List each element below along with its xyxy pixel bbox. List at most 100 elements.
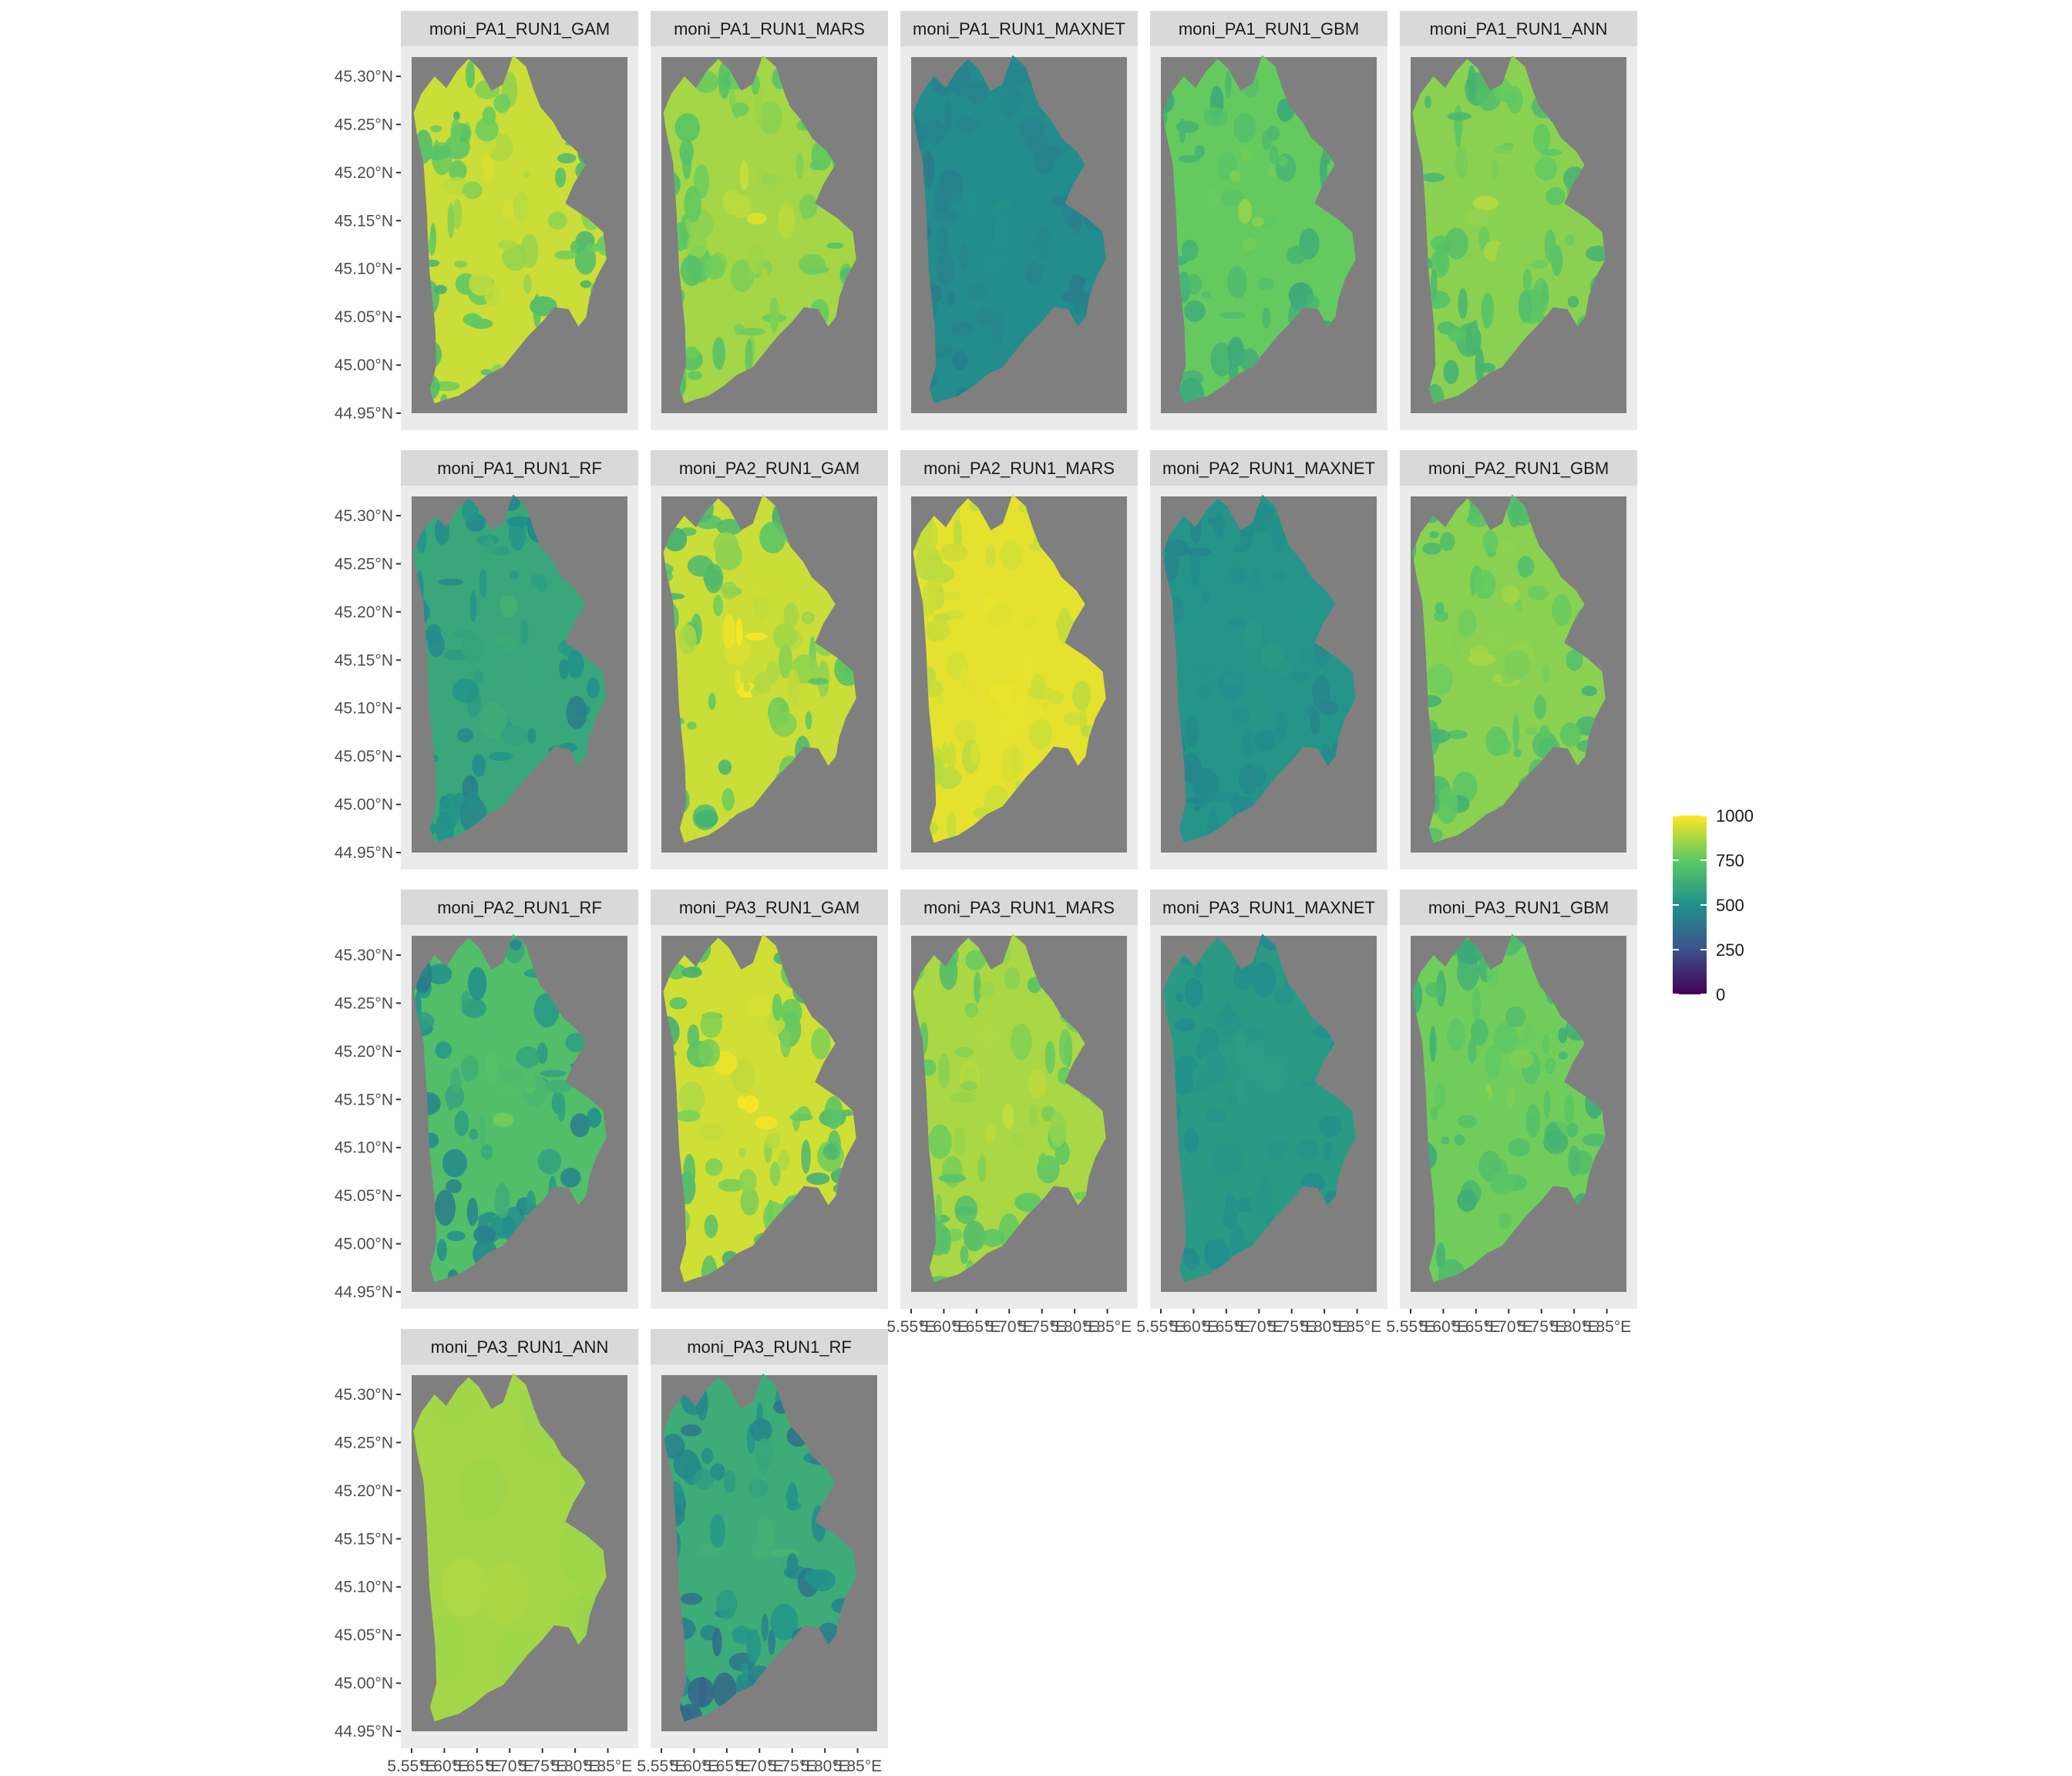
raster-cell: [1226, 1095, 1239, 1108]
raster-cell: [494, 1182, 510, 1219]
raster-cell: [1244, 620, 1263, 650]
raster-cell: [1324, 1142, 1333, 1161]
raster-cell: [1267, 126, 1280, 141]
raster-cell: [1186, 274, 1202, 295]
raster-cell: [960, 1245, 969, 1264]
raster-cell: [1527, 1115, 1537, 1130]
raster-cell: [1000, 540, 1023, 571]
y-tick-label: 45.05°N: [335, 748, 393, 765]
raster-cell: [933, 182, 952, 214]
raster-cell: [716, 519, 743, 536]
raster-cell: [461, 991, 471, 1009]
x-tick-label: 5.85°E: [1083, 1318, 1132, 1336]
x-tick-label: 5.75°E: [768, 1758, 816, 1775]
y-tick-label: 45.20°N: [335, 164, 393, 182]
facet-strip: [900, 11, 1138, 46]
raster-cell: [749, 163, 757, 183]
raster-cell: [947, 742, 957, 771]
raster-cell: [778, 1149, 790, 1171]
raster-cell: [1203, 107, 1229, 126]
raster-cell: [712, 337, 725, 371]
raster-cell: [687, 233, 708, 259]
study-area-fill: [413, 933, 607, 1283]
map-panel: moni_PA2_RUN1_RF 45.30°N 45.25°N 45.20°N 45.…: [335, 890, 638, 1309]
raster-cell: [459, 1458, 506, 1520]
raster-cell: [811, 1028, 831, 1060]
raster-cell: [587, 1108, 602, 1128]
raster-cell: [437, 1239, 447, 1262]
raster-cell: [710, 1463, 725, 1481]
raster-cell: [1273, 985, 1294, 1006]
y-tick-label: 45.15°N: [335, 651, 393, 669]
raster-cell: [801, 1139, 811, 1174]
raster-cell: [970, 742, 980, 765]
map-panel: moni_PA3_RUN1_MARS 5.55°E5.60°E5.65°E5.70…: [886, 890, 1138, 1336]
raster-cell: [1229, 170, 1241, 182]
raster-cell: [1558, 1028, 1568, 1044]
raster-cell: [1179, 154, 1200, 163]
raster-cell: [449, 160, 467, 182]
raster-cell: [468, 967, 487, 1001]
raster-cell: [1029, 1104, 1037, 1128]
raster-cell: [1206, 188, 1220, 210]
raster-cell: [940, 1226, 952, 1255]
raster-cell: [501, 725, 528, 746]
x-tick-label: 5.55°E: [1386, 1318, 1435, 1336]
facet-strip: [401, 1329, 638, 1364]
raster-cell: [701, 1255, 718, 1283]
facet-strip: [401, 11, 638, 46]
raster-cell: [1424, 96, 1431, 109]
facet-strip: [651, 450, 888, 486]
raster-cell: [786, 1502, 802, 1511]
raster-cell: [1468, 653, 1496, 666]
raster-cell: [435, 1189, 456, 1226]
raster-cell: [1436, 787, 1458, 824]
raster-cell: [678, 624, 697, 655]
raster-cell: [574, 244, 597, 275]
raster-cell: [772, 623, 797, 650]
raster-cell: [1559, 722, 1582, 747]
raster-cell: [698, 1123, 725, 1141]
raster-cell: [1505, 1088, 1515, 1108]
raster-cell: [997, 218, 1011, 250]
raster-cell: [1544, 229, 1556, 263]
raster-cell: [684, 346, 700, 360]
raster-cell: [442, 1149, 467, 1178]
raster-cell: [1435, 1082, 1446, 1111]
raster-cell: [938, 568, 945, 577]
raster-cell: [737, 1095, 745, 1108]
raster-cell: [1430, 1106, 1439, 1121]
raster-cell: [1246, 1117, 1256, 1134]
raster-cell: [1232, 707, 1250, 723]
raster-cell: [1448, 328, 1467, 342]
raster-cell: [452, 678, 479, 704]
raster-cell: [805, 711, 812, 730]
raster-cell: [1242, 728, 1254, 758]
raster-cell: [977, 699, 1002, 736]
raster-cell: [1532, 123, 1551, 153]
y-tick-label: 45.00°N: [335, 357, 393, 375]
raster-cell: [745, 996, 772, 1018]
raster-cell: [748, 245, 765, 274]
raster-cell: [822, 1143, 838, 1160]
raster-cell: [1206, 1239, 1230, 1271]
raster-cell: [1540, 281, 1549, 305]
raster-cell: [533, 993, 560, 1028]
raster-cell: [723, 1470, 736, 1493]
raster-cell: [523, 274, 532, 294]
raster-cell: [745, 339, 753, 375]
raster-cell: [1426, 663, 1453, 695]
raster-cell: [1518, 289, 1532, 323]
raster-cell: [494, 1085, 516, 1098]
raster-cell: [1504, 650, 1531, 680]
raster-cell: [824, 1096, 843, 1130]
raster-cell: [462, 313, 482, 326]
raster-cell: [1472, 319, 1479, 348]
raster-cell: [1223, 1001, 1233, 1021]
raster-cell: [1207, 516, 1216, 526]
raster-cell: [769, 698, 781, 730]
raster-cell: [695, 809, 718, 828]
raster-cell: [967, 81, 987, 106]
raster-cell: [457, 728, 473, 742]
raster-cell: [1424, 982, 1445, 997]
